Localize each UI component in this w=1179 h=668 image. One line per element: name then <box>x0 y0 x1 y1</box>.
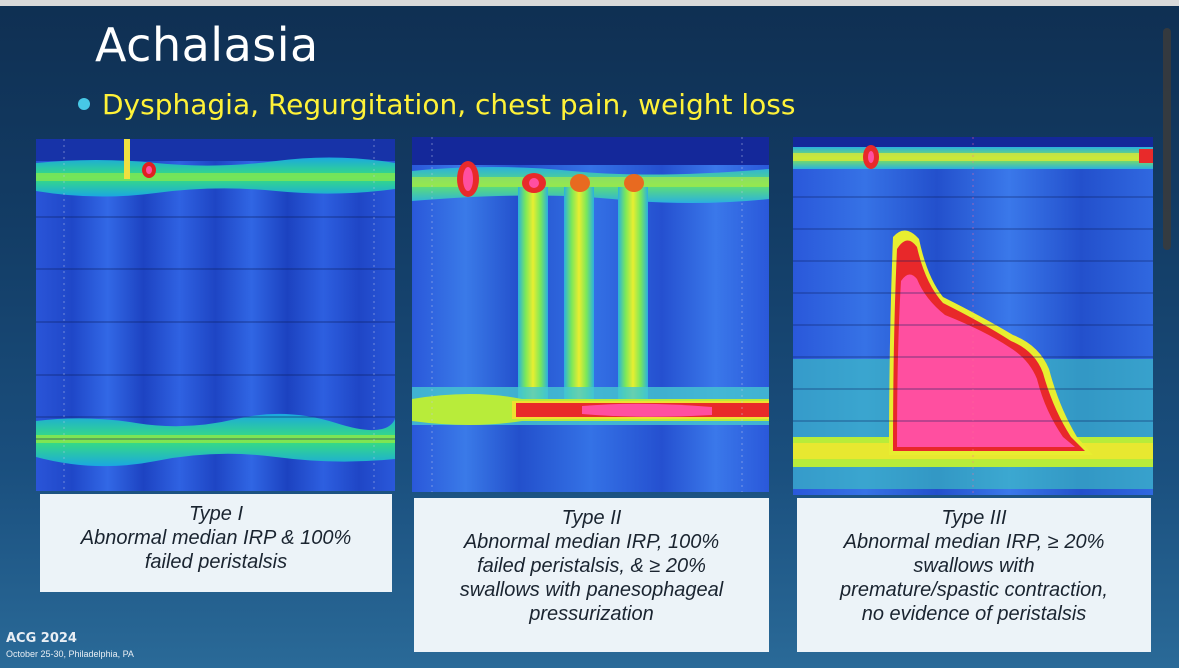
bullet-text: Dysphagia, Regurgitation, chest pain, we… <box>102 88 796 121</box>
bullet-dot-icon <box>78 98 90 110</box>
manometry-image-type-i <box>36 139 395 491</box>
caption-type-iii: Type III Abnormal median IRP, ≥ 20% swal… <box>797 498 1151 652</box>
caption-type-ii-line: swallows with panesophageal <box>459 579 724 601</box>
caption-type-iii-heading: Type III <box>941 507 1007 529</box>
caption-type-iii-line: premature/spastic contraction, <box>840 579 1108 601</box>
caption-type-ii: Type II Abnormal median IRP, 100% failed… <box>414 498 769 652</box>
caption-type-iii-line: Abnormal median IRP, ≥ 20% <box>843 531 1105 553</box>
caption-type-ii-line: pressurization <box>529 603 654 625</box>
caption-type-ii-line: failed peristalsis, & ≥ 20% <box>477 555 706 577</box>
conference-dates: October 25-30, Philadelphia, PA <box>6 649 134 659</box>
caption-type-i-line: failed peristalsis <box>144 551 288 573</box>
caption-type-iii-line: no evidence of peristalsis <box>861 603 1087 625</box>
caption-type-i-heading: Type I <box>188 503 244 525</box>
caption-type-i-line: Abnormal median IRP & 100% <box>80 527 352 549</box>
caption-type-iii-line: swallows with <box>913 555 1035 577</box>
caption-type-ii-heading: Type II <box>561 507 622 529</box>
vertical-scrollbar[interactable] <box>1163 28 1171 250</box>
manometry-image-type-ii <box>412 137 769 492</box>
caption-type-i: Type I Abnormal median IRP & 100% failed… <box>40 494 392 592</box>
conference-logo: ACG 2024 <box>6 631 77 646</box>
manometry-image-type-iii <box>793 137 1153 495</box>
slide-title: Achalasia <box>95 18 319 72</box>
caption-type-ii-line: Abnormal median IRP, 100% <box>463 531 720 553</box>
